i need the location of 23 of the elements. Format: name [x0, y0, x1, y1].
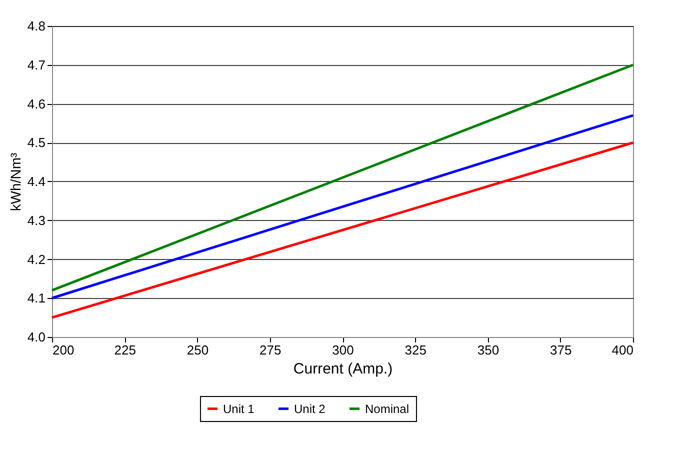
y-tick-label: 4.5	[27, 135, 46, 150]
x-tick-label: 400	[612, 342, 634, 358]
y-tick-label: 4.6	[27, 96, 46, 112]
y-tick-label: 4.8	[27, 18, 46, 34]
x-tick-label: 200	[52, 342, 74, 358]
legend-label: Unit 1	[223, 402, 255, 416]
x-tick-label: 350	[477, 342, 500, 358]
x-tick-label: 375	[550, 342, 572, 358]
y-tick-label: 4.3	[27, 212, 46, 228]
y-tick-label: 4.1	[27, 290, 46, 306]
x-tick-label: 275	[260, 342, 282, 358]
x-axis-title: Current (Amp.)	[293, 360, 393, 378]
y-tick-label: 4.2	[27, 252, 46, 267]
y-tick-label: 4.4	[27, 174, 46, 189]
x-tick-label: 325	[404, 342, 426, 358]
x-tick-label: 250	[186, 342, 209, 358]
y-tick-label: 4.7	[27, 57, 46, 72]
legend-label: Unit 2	[294, 402, 326, 416]
y-tick-label: 4.0	[27, 330, 46, 344]
y-axis-title: kWh/Nm³	[7, 152, 24, 212]
legend-label: Nominal	[365, 402, 410, 416]
x-tick-label: 300	[332, 342, 354, 358]
x-tick-label: 225	[114, 342, 136, 358]
